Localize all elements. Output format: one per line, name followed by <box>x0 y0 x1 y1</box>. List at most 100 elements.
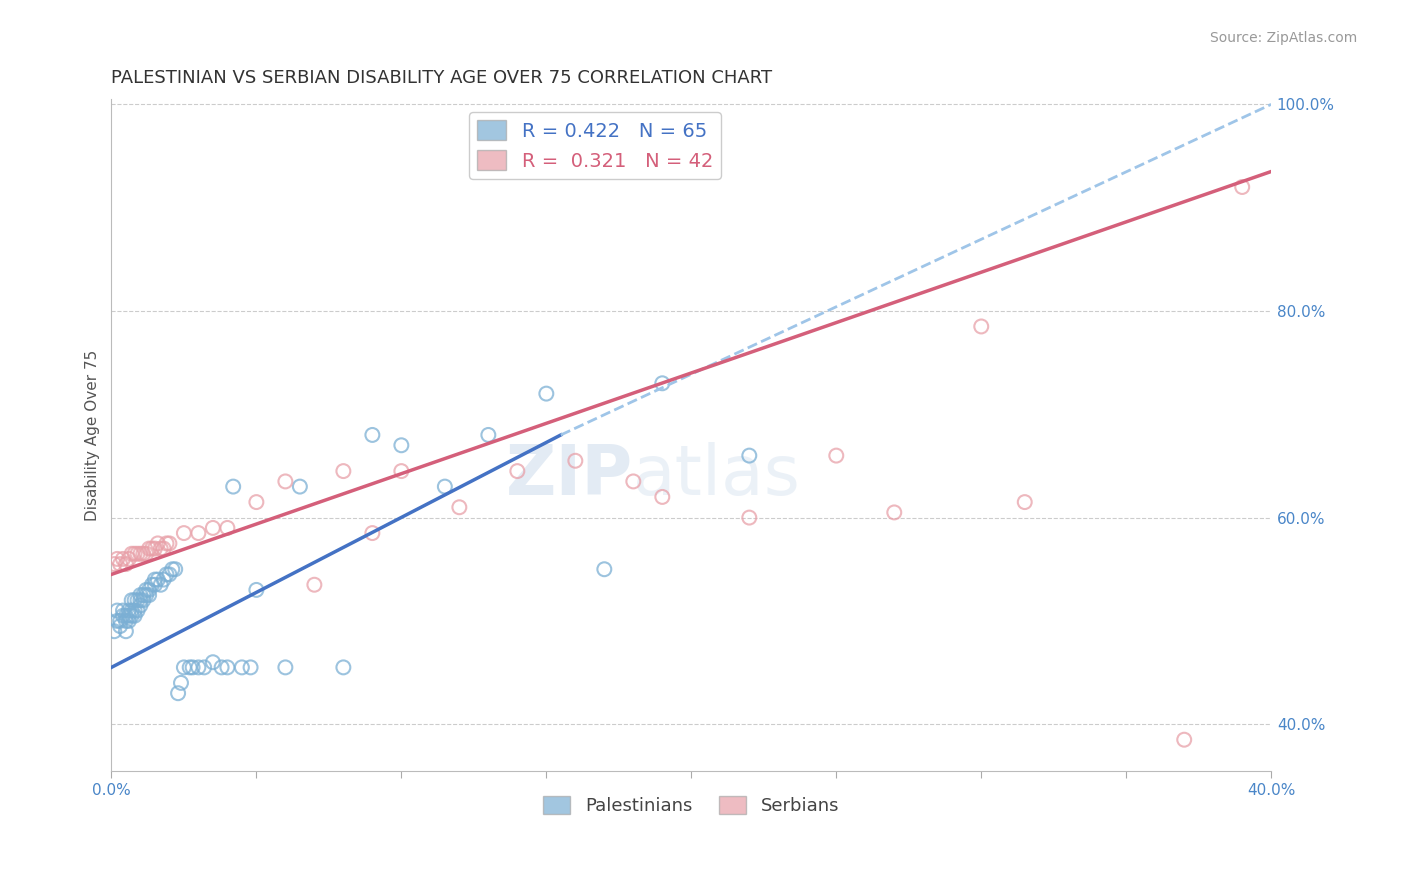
Point <box>118 603 141 617</box>
Point <box>217 660 239 674</box>
Point <box>332 660 354 674</box>
Point <box>132 593 155 607</box>
Point <box>361 526 384 541</box>
Point <box>332 464 354 478</box>
Point <box>111 552 134 566</box>
Point <box>201 521 224 535</box>
Point <box>222 480 245 494</box>
Legend: Palestinians, Serbians: Palestinians, Serbians <box>536 789 846 822</box>
Point <box>129 593 152 607</box>
Point <box>129 588 152 602</box>
Point <box>135 588 157 602</box>
Point <box>152 541 174 556</box>
Point <box>135 582 157 597</box>
Point <box>738 510 761 524</box>
Point <box>170 676 193 690</box>
Point <box>167 686 190 700</box>
Point <box>825 449 848 463</box>
Point <box>132 547 155 561</box>
Point <box>165 562 187 576</box>
Text: Source: ZipAtlas.com: Source: ZipAtlas.com <box>1209 31 1357 45</box>
Point <box>103 557 125 571</box>
Point <box>105 552 128 566</box>
Point <box>129 599 152 613</box>
Point <box>433 480 456 494</box>
Point <box>108 619 131 633</box>
Point <box>146 536 169 550</box>
Point <box>118 608 141 623</box>
Point <box>187 660 209 674</box>
Point <box>173 660 195 674</box>
Point <box>274 660 297 674</box>
Point <box>593 562 616 576</box>
Point <box>124 608 146 623</box>
Point <box>201 655 224 669</box>
Point <box>127 603 149 617</box>
Point <box>157 567 180 582</box>
Point <box>121 547 143 561</box>
Point <box>121 593 143 607</box>
Point <box>152 573 174 587</box>
Point <box>143 578 166 592</box>
Point <box>155 567 177 582</box>
Point <box>651 376 673 391</box>
Point <box>181 660 204 674</box>
Point <box>118 552 141 566</box>
Point <box>361 428 384 442</box>
Point <box>173 526 195 541</box>
Point <box>179 660 201 674</box>
Point <box>883 505 905 519</box>
Point <box>162 562 184 576</box>
Point <box>121 603 143 617</box>
Point <box>187 526 209 541</box>
Point <box>477 428 499 442</box>
Point <box>449 500 471 515</box>
Point <box>138 541 160 556</box>
Point <box>389 438 412 452</box>
Point <box>231 660 253 674</box>
Point <box>155 536 177 550</box>
Point <box>564 454 586 468</box>
Point <box>651 490 673 504</box>
Point <box>121 608 143 623</box>
Point <box>118 614 141 628</box>
Point <box>146 573 169 587</box>
Point <box>135 547 157 561</box>
Point <box>115 557 138 571</box>
Point <box>304 578 326 592</box>
Point <box>1173 732 1195 747</box>
Point <box>274 475 297 489</box>
Point <box>124 603 146 617</box>
Point <box>536 386 558 401</box>
Point <box>143 541 166 556</box>
Point <box>108 557 131 571</box>
Point <box>288 480 311 494</box>
Text: atlas: atlas <box>633 442 801 508</box>
Point <box>115 614 138 628</box>
Point <box>132 588 155 602</box>
Text: PALESTINIAN VS SERBIAN DISABILITY AGE OVER 75 CORRELATION CHART: PALESTINIAN VS SERBIAN DISABILITY AGE OV… <box>111 69 772 87</box>
Point <box>149 541 172 556</box>
Point <box>506 464 529 478</box>
Point <box>143 573 166 587</box>
Point <box>621 475 644 489</box>
Point <box>738 449 761 463</box>
Point <box>127 593 149 607</box>
Point <box>138 582 160 597</box>
Point <box>970 319 993 334</box>
Point <box>124 593 146 607</box>
Point <box>1232 180 1254 194</box>
Point <box>111 603 134 617</box>
Point <box>245 495 267 509</box>
Point <box>193 660 215 674</box>
Point <box>245 582 267 597</box>
Point <box>141 541 163 556</box>
Point <box>157 536 180 550</box>
Point <box>149 578 172 592</box>
Point <box>105 614 128 628</box>
Point <box>127 547 149 561</box>
Point <box>111 608 134 623</box>
Point <box>115 608 138 623</box>
Y-axis label: Disability Age Over 75: Disability Age Over 75 <box>86 350 100 521</box>
Point <box>1014 495 1036 509</box>
